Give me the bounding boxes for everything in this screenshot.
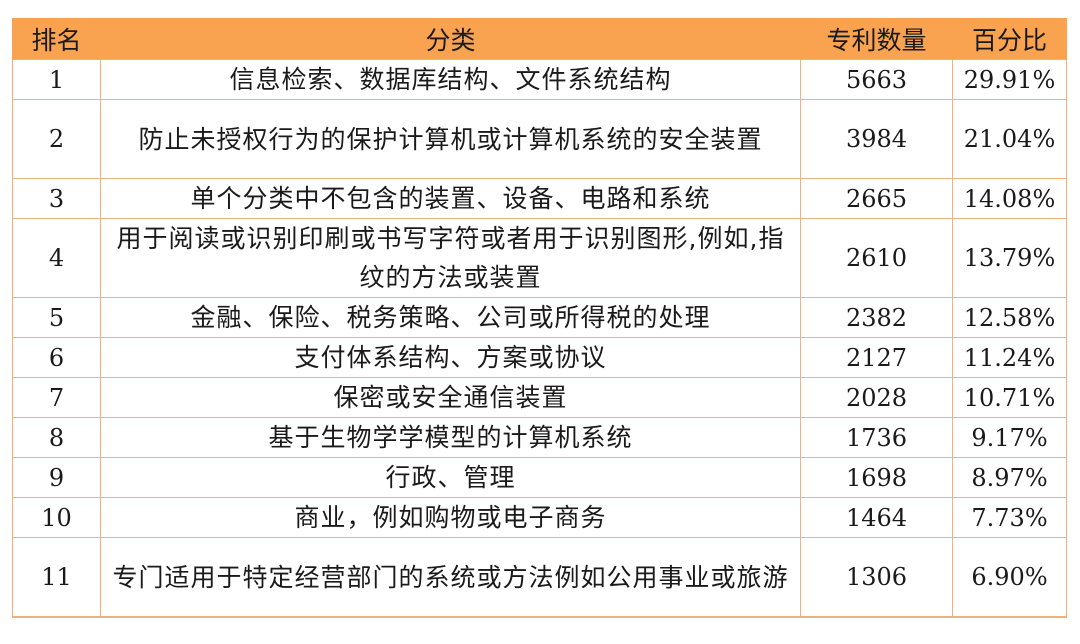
cell-category: 基于生物学学模型的计算机系统 — [100, 417, 801, 458]
header-count: 专利数量 — [800, 18, 953, 60]
cell-percent: 21.04% — [952, 99, 1067, 179]
cell-rank: 3 — [12, 178, 101, 219]
cell-percent: 14.08% — [952, 178, 1067, 219]
header-rank: 排名 — [12, 18, 101, 60]
table-row: 3 单个分类中不包含的装置、设备、电路和系统 2665 14.08% — [12, 178, 1067, 219]
cell-category: 信息检索、数据库结构、文件系统结构 — [100, 59, 801, 100]
header-category: 分类 — [100, 18, 801, 60]
cell-rank: 10 — [12, 497, 101, 538]
cell-percent: 10.71% — [952, 377, 1067, 418]
cell-percent: 13.79% — [952, 218, 1067, 298]
cell-category: 防止未授权行为的保护计算机或计算机系统的安全装置 — [100, 99, 801, 179]
cell-category: 单个分类中不包含的装置、设备、电路和系统 — [100, 178, 801, 219]
cell-count: 1736 — [800, 417, 953, 458]
cell-count: 1464 — [800, 497, 953, 538]
cell-rank: 8 — [12, 417, 101, 458]
cell-rank: 9 — [12, 457, 101, 498]
table-row: 4 用于阅读或识别印刷或书写字符或者用于识别图形,例如,指纹的方法或装置 261… — [12, 218, 1067, 298]
cell-rank: 1 — [12, 59, 101, 100]
cell-count: 1306 — [800, 537, 953, 618]
cell-percent: 11.24% — [952, 337, 1067, 378]
patent-ranking-table: 排名 分类 专利数量 百分比 1 信息检索、数据库结构、文件系统结构 5663 … — [12, 18, 1067, 618]
cell-category: 行政、管理 — [100, 457, 801, 498]
cell-category: 商业，例如购物或电子商务 — [100, 497, 801, 538]
cell-rank: 7 — [12, 377, 101, 418]
cell-count: 5663 — [800, 59, 953, 100]
cell-rank: 5 — [12, 297, 101, 338]
cell-count: 2028 — [800, 377, 953, 418]
table-row: 10 商业，例如购物或电子商务 1464 7.73% — [12, 497, 1067, 538]
cell-rank: 11 — [12, 537, 101, 618]
cell-rank: 2 — [12, 99, 101, 179]
cell-count: 3984 — [800, 99, 953, 179]
cell-rank: 4 — [12, 218, 101, 298]
table-row: 9 行政、管理 1698 8.97% — [12, 457, 1067, 498]
cell-category: 金融、保险、税务策略、公司或所得税的处理 — [100, 297, 801, 338]
cell-count: 1698 — [800, 457, 953, 498]
cell-category: 支付体系结构、方案或协议 — [100, 337, 801, 378]
cell-percent: 7.73% — [952, 497, 1067, 538]
cell-percent: 8.97% — [952, 457, 1067, 498]
cell-percent: 9.17% — [952, 417, 1067, 458]
cell-category: 用于阅读或识别印刷或书写字符或者用于识别图形,例如,指纹的方法或装置 — [100, 218, 801, 298]
cell-percent: 6.90% — [952, 537, 1067, 618]
table-row: 8 基于生物学学模型的计算机系统 1736 9.17% — [12, 417, 1067, 458]
cell-count: 2665 — [800, 178, 953, 219]
table-row: 7 保密或安全通信装置 2028 10.71% — [12, 377, 1067, 418]
table-row: 11 专门适用于特定经营部门的系统或方法例如公用事业或旅游 1306 6.90% — [12, 537, 1067, 618]
table-row: 1 信息检索、数据库结构、文件系统结构 5663 29.91% — [12, 59, 1067, 100]
cell-count: 2127 — [800, 337, 953, 378]
table-row: 5 金融、保险、税务策略、公司或所得税的处理 2382 12.58% — [12, 297, 1067, 338]
cell-percent: 29.91% — [952, 59, 1067, 100]
table-header-row: 排名 分类 专利数量 百分比 — [12, 18, 1067, 60]
table-row: 2 防止未授权行为的保护计算机或计算机系统的安全装置 3984 21.04% — [12, 99, 1067, 179]
header-percent: 百分比 — [952, 18, 1067, 60]
cell-count: 2610 — [800, 218, 953, 298]
cell-count: 2382 — [800, 297, 953, 338]
patent-ranking-table-container: 排名 分类 专利数量 百分比 1 信息检索、数据库结构、文件系统结构 5663 … — [12, 18, 1067, 618]
cell-category: 保密或安全通信装置 — [100, 377, 801, 418]
cell-rank: 6 — [12, 337, 101, 378]
table-row: 6 支付体系结构、方案或协议 2127 11.24% — [12, 337, 1067, 378]
cell-percent: 12.58% — [952, 297, 1067, 338]
cell-category: 专门适用于特定经营部门的系统或方法例如公用事业或旅游 — [100, 537, 801, 618]
